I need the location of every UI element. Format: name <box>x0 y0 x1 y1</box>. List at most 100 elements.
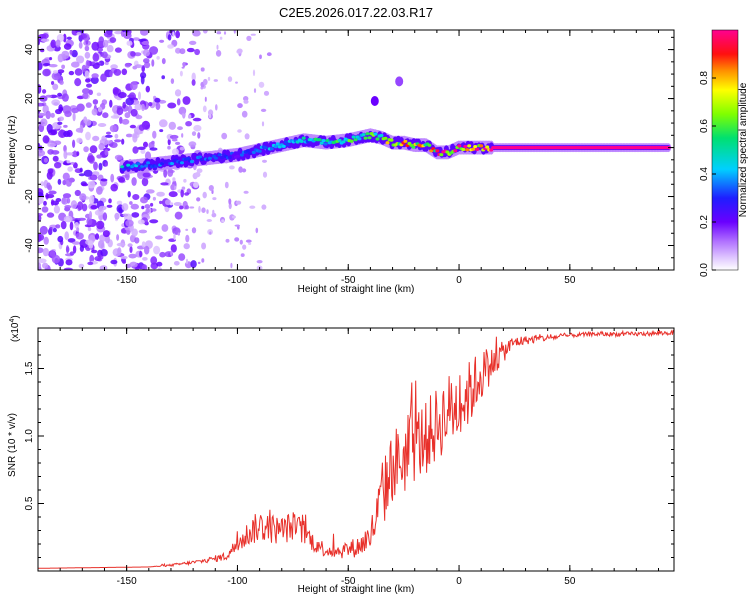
noise-spot <box>61 197 69 205</box>
noise-spot <box>40 118 48 127</box>
noise-spot <box>183 178 187 183</box>
noise-spot <box>101 51 108 59</box>
ridge-core <box>180 161 184 165</box>
noise-spot <box>188 141 197 147</box>
noise-spot <box>117 247 122 256</box>
noise-spot <box>114 139 122 143</box>
noise-spot <box>153 245 161 255</box>
noise-spot <box>152 196 156 201</box>
noise-spot <box>92 53 100 62</box>
noise-spot <box>137 219 145 225</box>
noise-spot <box>38 102 45 107</box>
noise-spot <box>161 75 165 80</box>
noise-spot <box>79 124 84 134</box>
noise-spot <box>40 48 45 53</box>
noise-spot <box>64 231 69 241</box>
noise-spot <box>42 135 50 144</box>
ridge-core <box>170 161 175 166</box>
noise-spot <box>182 61 186 68</box>
ridge-core <box>120 165 125 169</box>
ridge-core <box>285 143 290 147</box>
noise-spot <box>193 124 202 132</box>
noise-spot <box>102 112 109 119</box>
snr-frame <box>37 327 675 572</box>
noise-spot <box>84 51 91 59</box>
noise-spot <box>183 243 190 250</box>
noise-spot <box>256 260 263 264</box>
noise-spot <box>177 232 180 236</box>
noise-spot <box>207 76 211 81</box>
noise-spot <box>233 30 236 34</box>
noise-spot <box>66 160 71 164</box>
noise-spot <box>134 237 140 244</box>
noise-spot <box>196 168 203 173</box>
ridge-core <box>186 156 190 161</box>
noise-spot <box>235 81 238 84</box>
noise-spot <box>90 76 99 85</box>
noise-spot <box>38 62 43 71</box>
noise-spot <box>144 204 151 209</box>
noise-spot <box>105 134 113 138</box>
noise-spot <box>212 209 215 215</box>
noise-spot <box>66 36 72 40</box>
noise-spot <box>121 138 125 145</box>
ridge-core <box>475 147 480 151</box>
noise-spot <box>141 177 149 187</box>
noise-spot <box>173 202 182 206</box>
ridge-core <box>281 144 286 148</box>
ridge-core <box>385 141 390 145</box>
ridge-core <box>190 160 194 164</box>
noise-spot <box>138 91 141 100</box>
noise-spot <box>213 79 218 82</box>
noise-spot <box>140 196 148 204</box>
noise-spot <box>212 197 217 201</box>
ridge-core <box>317 138 322 142</box>
noise-spot <box>50 199 55 206</box>
ridge-core <box>231 153 236 157</box>
noise-spot <box>126 40 133 46</box>
noise-spot <box>116 107 124 116</box>
noise-spot <box>104 162 108 167</box>
noise-spot <box>57 121 63 126</box>
noise-spot <box>223 31 227 35</box>
noise-spot <box>117 92 127 99</box>
noise-spot <box>96 92 102 97</box>
colorbar-tick-label: 0.4 <box>699 167 710 181</box>
noise-spot <box>185 234 190 243</box>
noise-spot <box>55 224 61 229</box>
heatmap-xtick-label: 50 <box>564 275 576 286</box>
noise-spot <box>87 227 92 232</box>
noise-spot <box>167 138 171 146</box>
noise-spot <box>227 76 233 82</box>
ridge-core <box>213 156 218 160</box>
noise-spot <box>42 262 49 269</box>
noise-spot <box>72 245 77 254</box>
noise-spot <box>260 108 267 112</box>
noise-spot <box>191 72 196 82</box>
noise-spot <box>129 124 136 129</box>
noise-spot <box>57 69 65 74</box>
snr-ytick-label: 0.5 <box>24 496 35 510</box>
noise-spot <box>38 262 42 270</box>
ridge-core <box>235 154 240 158</box>
noise-spot <box>262 159 267 163</box>
heatmap-ytick-label: -20 <box>24 189 35 204</box>
noise-spot <box>142 172 151 178</box>
noise-spot <box>51 254 61 264</box>
noise-spot <box>135 115 143 120</box>
noise-spot <box>189 206 195 209</box>
ridge-core <box>383 136 388 140</box>
noise-spot <box>125 97 134 106</box>
snr-xtick-label: -150 <box>117 576 137 587</box>
noise-spot <box>141 241 146 248</box>
ridge-core <box>136 162 141 166</box>
noise-spot <box>154 235 163 240</box>
noise-spot <box>91 61 96 65</box>
noise-spot <box>57 92 63 97</box>
ridge-core <box>463 144 468 149</box>
noise-spot <box>46 123 53 133</box>
noise-spot <box>70 161 75 165</box>
noise-spot <box>167 167 174 177</box>
snr-multiplier-base: (x10 <box>10 322 21 342</box>
noise-spot <box>120 228 127 234</box>
